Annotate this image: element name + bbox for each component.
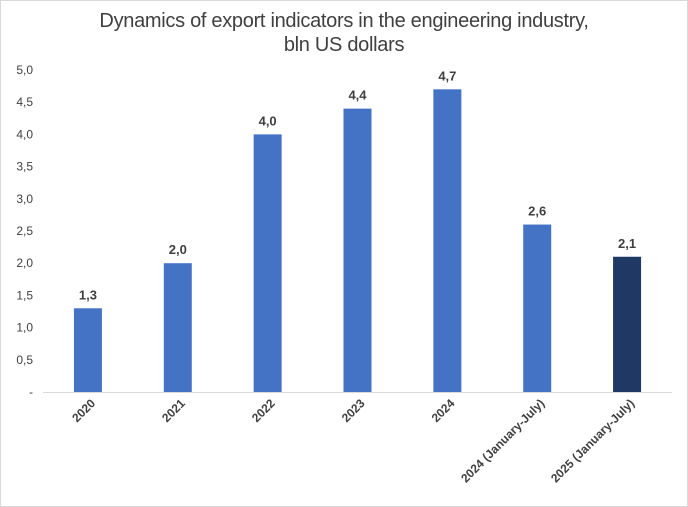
chart-title-line-2: bln US dollars	[283, 34, 405, 56]
y-tick-label: 3,0	[16, 192, 33, 206]
y-tick-label: 1,5	[16, 288, 33, 302]
data-label: 4,4	[348, 88, 367, 103]
chart-title-line-1: Dynamics of export indicators in the eng…	[99, 10, 589, 32]
y-tick-label: 5,0	[16, 63, 33, 77]
y-tick-label: 4,0	[16, 127, 33, 141]
bar-2023	[343, 108, 372, 392]
data-label: 4,0	[259, 113, 277, 128]
y-tick-label: 0,5	[16, 353, 33, 367]
bar-2021	[163, 263, 192, 392]
x-tick-label: 2022	[249, 396, 278, 425]
data-label: 2,1	[618, 236, 636, 251]
x-tick-label: 2023	[339, 396, 368, 425]
bar-2022	[253, 134, 282, 392]
chart-title: Dynamics of export indicators in the eng…	[0, 9, 688, 57]
bar-2025-january-july	[613, 256, 642, 392]
y-tick-label: 4,5	[16, 95, 33, 109]
x-tick-label: 2021	[159, 396, 188, 425]
x-tick-label: 2025 (January-July)	[548, 396, 637, 485]
y-tick-label: 2,5	[16, 224, 33, 238]
data-label: 2,6	[528, 204, 546, 219]
x-tick-label: 2020	[69, 396, 98, 425]
data-label: 4,7	[438, 68, 456, 83]
x-tick-label: 2024 (January-July)	[458, 396, 547, 485]
y-tick-label: 2,0	[16, 256, 33, 270]
x-axis-labels: 2020 2021 2022 2023 2024 2024 (January-July) 2…	[69, 396, 637, 485]
bar-2024-january-july	[523, 224, 552, 392]
x-tick-label: 2024	[429, 396, 458, 425]
data-label: 1,3	[79, 287, 97, 302]
y-tick-label: 1,0	[16, 321, 33, 335]
data-labels: 1,3 2,0 4,0 4,4 4,7 2,6 2,1	[79, 68, 636, 302]
data-label: 2,0	[169, 242, 187, 257]
bar-2020	[73, 308, 102, 392]
y-tick-label: -	[29, 385, 33, 399]
bars	[73, 89, 642, 392]
y-tick-label: 3,5	[16, 160, 33, 174]
bar-2024	[433, 89, 462, 392]
y-axis-labels: - 0,5 1,0 1,5 2,0 2,5 3,0 3,5 4,0 4,5 5,0	[16, 63, 33, 399]
